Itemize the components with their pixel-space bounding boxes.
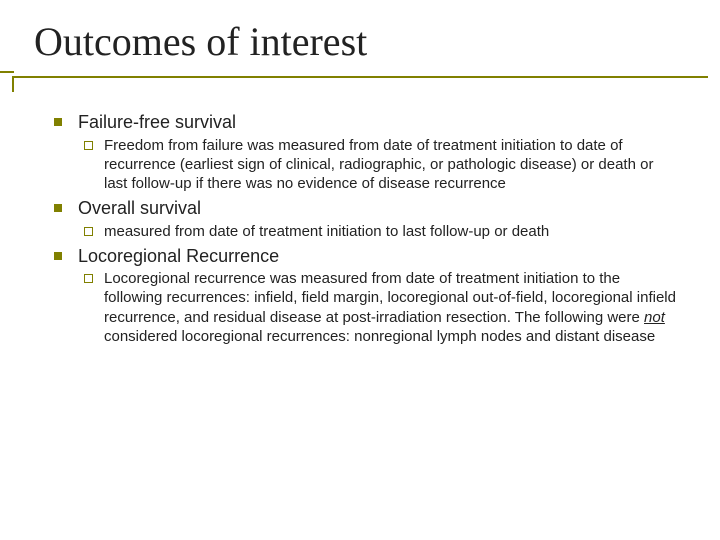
list-item: Failure-free survival Freedom from failu…	[50, 111, 680, 193]
list-item-label: Overall survival	[78, 197, 680, 220]
slide: Outcomes of interest Failure-free surviv…	[0, 0, 720, 540]
sub-list-item: measured from date of treatment initiati…	[78, 222, 680, 241]
sub-list: measured from date of treatment initiati…	[78, 222, 680, 241]
slide-body: Failure-free survival Freedom from failu…	[0, 73, 720, 346]
sub-list-emphasis: not	[644, 309, 665, 326]
sub-list-text: measured from date of treatment initiati…	[104, 223, 549, 240]
title-tick-vertical	[12, 76, 14, 92]
sub-list-item: Freedom from failure was measured from d…	[78, 136, 680, 194]
sub-list-item: Locoregional recurrence was measured fro…	[78, 269, 680, 346]
list-item-label: Failure-free survival	[78, 111, 680, 134]
sub-list-text-before: Locoregional recurrence was measured fro…	[104, 270, 676, 325]
slide-title: Outcomes of interest	[34, 18, 720, 65]
list-item: Locoregional Recurrence Locoregional rec…	[50, 245, 680, 346]
list-item-label: Locoregional Recurrence	[78, 245, 680, 268]
sub-list-text: Freedom from failure was measured from d…	[104, 137, 653, 192]
sub-list: Freedom from failure was measured from d…	[78, 136, 680, 194]
title-underline	[12, 76, 708, 78]
title-area: Outcomes of interest	[0, 0, 720, 71]
bullet-list: Failure-free survival Freedom from failu…	[50, 111, 680, 346]
sub-list-text-after: considered locoregional recurrences: non…	[104, 328, 655, 345]
list-item: Overall survival measured from date of t…	[50, 197, 680, 241]
sub-list: Locoregional recurrence was measured fro…	[78, 269, 680, 346]
